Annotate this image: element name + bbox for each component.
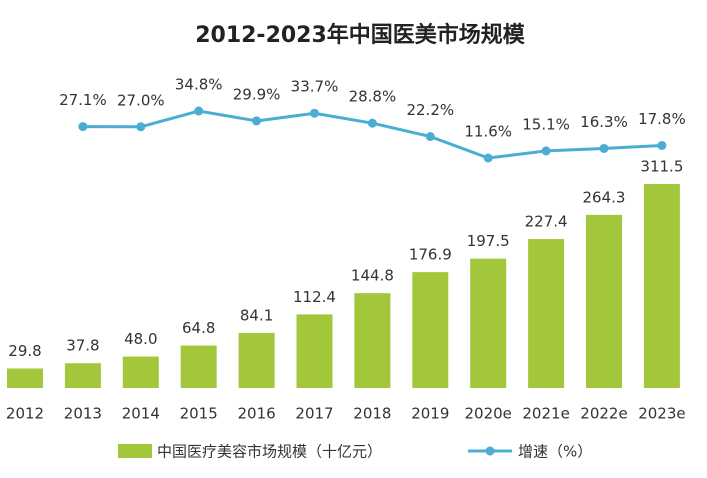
- x-tick-label: 2023e: [638, 405, 685, 423]
- bar-value-label: 48.0: [124, 330, 157, 348]
- bar: [586, 214, 622, 388]
- line-value-label: 15.1%: [522, 115, 570, 133]
- bar-value-label: 197.5: [467, 232, 510, 250]
- line-point: [136, 122, 146, 132]
- line-point: [599, 143, 609, 153]
- bar: [412, 272, 449, 388]
- line-point: [541, 146, 551, 156]
- line-point: [483, 153, 493, 163]
- line-point: [425, 132, 435, 142]
- legend-label: 增速（%）: [518, 443, 592, 461]
- x-tick-label: 2012: [6, 405, 44, 423]
- bar: [122, 356, 159, 388]
- line: [82, 109, 662, 160]
- bar-value-label: 64.8: [182, 319, 215, 337]
- legend-swatch: [118, 444, 152, 458]
- line-value-label: 11.6%: [464, 123, 512, 141]
- bar-value-label: 37.8: [66, 337, 99, 355]
- bar: [7, 368, 43, 388]
- line-value-label: 22.2%: [406, 101, 454, 119]
- bar-value-label: 29.8: [8, 342, 41, 360]
- bar-value-label: 311.5: [640, 157, 683, 175]
- line-point: [310, 108, 319, 118]
- line-value-label: 27.0%: [117, 91, 165, 109]
- bar: [296, 314, 333, 388]
- line-value-label: 29.9%: [233, 85, 281, 103]
- bar: [180, 345, 217, 388]
- bar-value-label: 112.4: [293, 288, 336, 306]
- bar: [528, 239, 565, 388]
- x-tick-label: 2017: [295, 405, 333, 423]
- x-tick-label: 2022e: [580, 405, 627, 423]
- line-point: [194, 106, 204, 116]
- x-tick-label: 2014: [122, 405, 160, 423]
- bar: [64, 363, 101, 388]
- legend-marker: [485, 446, 495, 456]
- line-point: [78, 122, 88, 132]
- bar-value-label: 227.4: [525, 213, 568, 231]
- x-tick-label: 2016: [238, 405, 276, 423]
- bar: [470, 258, 507, 388]
- line-point: [657, 140, 667, 150]
- chart-title: 2012-2023年中国医美市场规模: [195, 22, 526, 48]
- line-value-label: 16.3%: [580, 113, 628, 131]
- x-tick-label: 2015: [180, 405, 218, 423]
- line-value-label: 33.7%: [291, 78, 339, 96]
- bar-value-label: 84.1: [240, 306, 273, 324]
- bar: [238, 332, 275, 388]
- bar: [354, 293, 391, 388]
- line-value-label: 34.8%: [175, 76, 223, 94]
- x-tick-label: 2013: [64, 405, 102, 423]
- line-value-label: 17.8%: [638, 110, 686, 128]
- x-tick-label: 2018: [353, 405, 391, 423]
- line-value-label: 27.1%: [59, 91, 107, 109]
- bar-value-label: 264.3: [583, 188, 626, 206]
- bar-value-label: 144.8: [351, 267, 394, 285]
- bar: [643, 183, 680, 388]
- bar-value-label: 176.9: [409, 246, 452, 264]
- line-value-label: 28.8%: [349, 88, 397, 106]
- legend-label: 中国医疗美容市场规模（十亿元）: [157, 443, 382, 461]
- line-point: [252, 116, 262, 126]
- line-point: [367, 118, 377, 128]
- x-tick-label: 2021e: [522, 405, 569, 423]
- x-tick-label: 2020e: [464, 405, 511, 423]
- x-tick-label: 2019: [411, 405, 449, 423]
